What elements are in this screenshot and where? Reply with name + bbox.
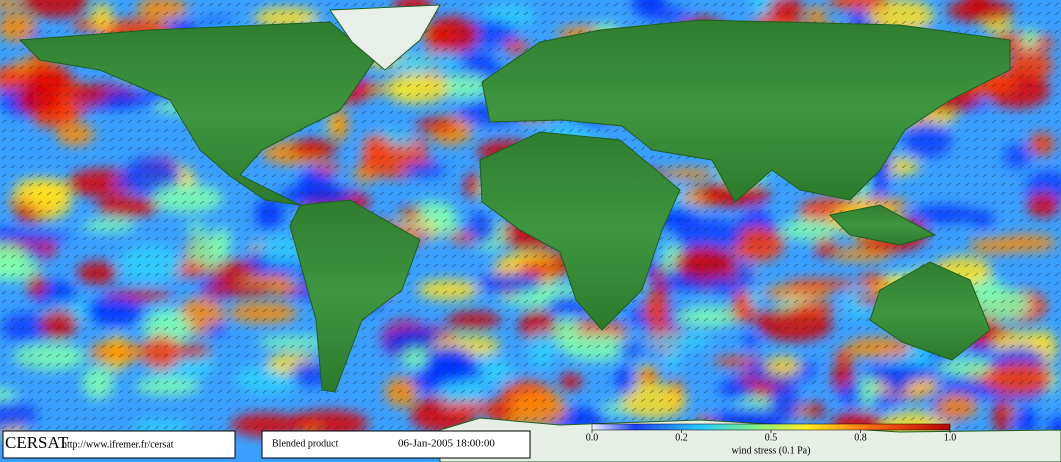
colorbar-tick-label: 1.0	[944, 432, 957, 443]
colorbar-tick-label: 0.0	[586, 432, 599, 443]
indonesia	[828, 204, 937, 246]
colorbar	[591, 423, 951, 431]
product-box	[261, 430, 531, 459]
continents	[18, 4, 1061, 462]
colorbar-tick-label: 0.5	[765, 432, 778, 443]
product: Blended product	[272, 438, 339, 449]
colorbar-tick-label: 0.8	[854, 432, 867, 443]
south-america	[289, 199, 421, 393]
africa	[479, 131, 681, 331]
australia	[869, 261, 991, 361]
eurasia	[481, 19, 1011, 203]
url: http://www.ifremer.fr/cersat	[62, 439, 174, 450]
logo: CERSAT	[5, 433, 69, 452]
colorbar-tick-label: 0.2	[675, 432, 688, 443]
colorbar-label: wind stress (0.1 Pa)	[732, 445, 811, 456]
greenland	[329, 4, 441, 71]
credit-box	[2, 430, 236, 459]
footer: CERSAT http://www.ifremer.fr/cersat Blen…	[2, 423, 957, 459]
colorbar-ticks: 0.0 0.2 0.5 0.8 1.0	[586, 430, 957, 443]
date: 06-Jan-2005 18:00:00	[398, 438, 495, 450]
